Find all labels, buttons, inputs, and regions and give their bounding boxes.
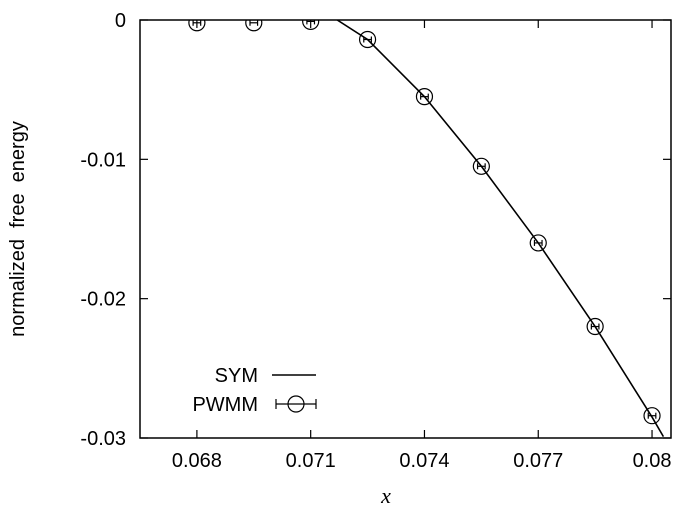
data-point-pwmm [415, 88, 434, 106]
data-point-pwmm [358, 30, 377, 49]
legend-marker-pwmm [275, 395, 317, 413]
data-point-pwmm [586, 317, 604, 336]
x-tick-label: 0.077 [513, 450, 563, 472]
tick-labels: 0.068 0.071 0.074 0.077 0.08 0 -0.01 -0.02 -0.03 [80, 10, 671, 472]
data-point-pwmm [643, 407, 661, 425]
y-tick-label: 0 [115, 10, 126, 32]
point-marker [415, 88, 434, 106]
series [188, 20, 665, 438]
y-axis-label: normalized free energy [7, 121, 29, 337]
y-tick-label: -0.01 [80, 149, 126, 171]
point-marker [529, 234, 547, 252]
legend-label-pwmm: PWMM [192, 394, 258, 416]
x-tick-label: 0.071 [286, 450, 336, 472]
point-marker [643, 407, 661, 425]
x-tick-label: 0.08 [633, 450, 672, 472]
data-point-pwmm [302, 20, 320, 30]
data-point-pwmm [188, 20, 206, 32]
x-axis-label: x [380, 483, 391, 508]
y-tick-label: -0.02 [80, 289, 126, 311]
plot-frame [139, 19, 672, 439]
point-marker [472, 157, 490, 175]
point-marker [586, 317, 604, 336]
x-tick-label: 0.074 [399, 450, 449, 472]
data-point-pwmm [472, 157, 490, 175]
legend: SYM PWMM [192, 365, 317, 416]
data-point-pwmm [529, 234, 547, 252]
point-marker [188, 20, 206, 32]
point-marker [358, 30, 377, 49]
x-tick-label: 0.068 [172, 450, 222, 472]
point-marker [245, 20, 263, 32]
legend-label-sym: SYM [215, 365, 258, 387]
point-marker [302, 20, 320, 30]
series-line-sym [336, 20, 665, 438]
ticks [140, 19, 671, 439]
data-point-pwmm [245, 20, 263, 32]
y-tick-label: -0.03 [80, 428, 126, 450]
